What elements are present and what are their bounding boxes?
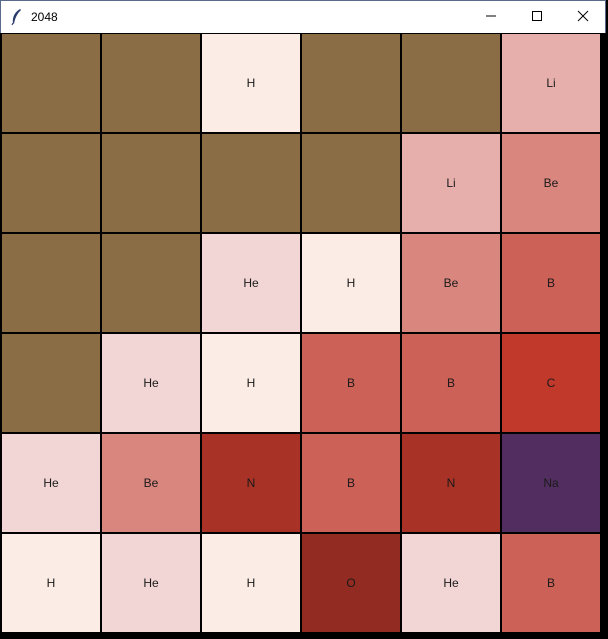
tile: H: [202, 34, 300, 132]
tile: He: [102, 534, 200, 632]
tile: O: [302, 534, 400, 632]
tile: Be: [102, 434, 200, 532]
tile: Be: [502, 134, 600, 232]
tile: N: [202, 434, 300, 532]
window-title: 2048: [31, 10, 58, 24]
maximize-button[interactable]: [514, 1, 560, 34]
empty-tile: [102, 34, 200, 132]
tile: He: [402, 534, 500, 632]
tile: H: [202, 534, 300, 632]
tile: H: [202, 334, 300, 432]
feather-icon: [9, 8, 25, 26]
empty-tile: [202, 134, 300, 232]
game-board: H Li Li Be He H Be B He H B B C He Be N B N Na H He H O He B: [0, 33, 608, 639]
minimize-button[interactable]: [468, 1, 514, 34]
tile: He: [202, 234, 300, 332]
title-bar[interactable]: 2048: [0, 0, 606, 33]
tile: B: [502, 534, 600, 632]
tile: B: [302, 434, 400, 532]
close-icon: [577, 9, 589, 27]
empty-tile: [302, 34, 400, 132]
tile: C: [502, 334, 600, 432]
tile: He: [102, 334, 200, 432]
tile: Be: [402, 234, 500, 332]
empty-tile: [2, 134, 100, 232]
tile: H: [302, 234, 400, 332]
empty-tile: [2, 34, 100, 132]
tile: N: [402, 434, 500, 532]
tile: Li: [502, 34, 600, 132]
tile: H: [2, 534, 100, 632]
tile: Li: [402, 134, 500, 232]
empty-tile: [302, 134, 400, 232]
empty-tile: [2, 334, 100, 432]
tile: He: [2, 434, 100, 532]
empty-tile: [2, 234, 100, 332]
tile: Na: [502, 434, 600, 532]
tile: B: [402, 334, 500, 432]
empty-tile: [402, 34, 500, 132]
tile: B: [302, 334, 400, 432]
maximize-icon: [531, 9, 543, 27]
minimize-icon: [485, 9, 497, 27]
empty-tile: [102, 234, 200, 332]
empty-tile: [102, 134, 200, 232]
close-button[interactable]: [560, 1, 606, 34]
tile: B: [502, 234, 600, 332]
